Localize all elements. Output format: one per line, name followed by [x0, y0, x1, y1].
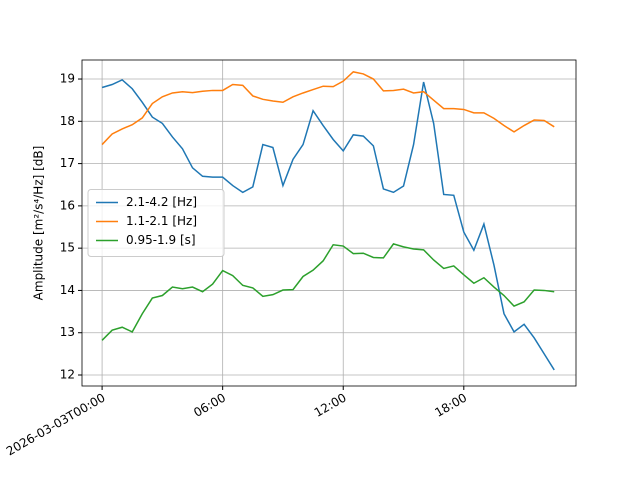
y-axis-label: Amplitude [m²/s⁴/Hz] [dB]: [32, 146, 46, 301]
legend-label: 2.1-4.2 [Hz]: [126, 195, 197, 209]
y-tick-label: 19: [60, 72, 75, 86]
legend: 2.1-4.2 [Hz] 1.1-2.1 [Hz] 0.95-1.9 [s]: [87, 189, 225, 257]
legend-label: 0.95-1.9 [s]: [126, 233, 196, 247]
axes-frame: [81, 59, 577, 387]
series-line: [101, 78, 555, 371]
legend-label: 1.1-2.1 [Hz]: [126, 214, 197, 228]
x-tick-label: 06:00: [191, 390, 228, 419]
legend-box: [87, 189, 225, 257]
series-line: [101, 71, 555, 146]
y-tick-label: 14: [60, 283, 75, 297]
y-tick-label: 16: [60, 198, 75, 212]
y-tick-label: 12: [60, 368, 75, 382]
y-tick-label: 15: [60, 241, 75, 255]
y-tick-label: 17: [60, 156, 75, 170]
series-line: [101, 243, 555, 341]
y-tick-label: 13: [60, 325, 75, 339]
x-tick-label: 2026-03-03T00:00: [4, 390, 108, 458]
x-tick-label: 12:00: [312, 390, 349, 419]
x-tick-label: 18:00: [432, 390, 469, 419]
y-tick-label: 18: [60, 114, 75, 128]
